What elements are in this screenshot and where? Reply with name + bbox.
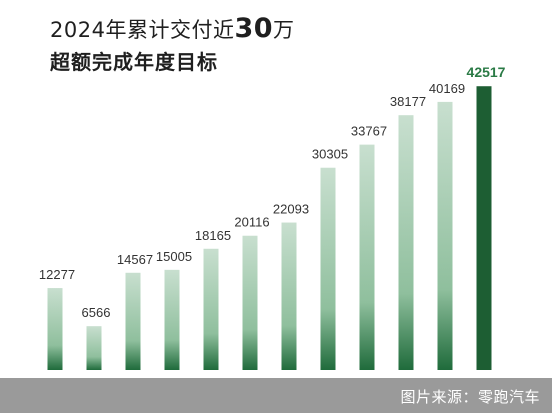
bar-1 [47, 288, 63, 370]
bar-2 [86, 326, 102, 370]
data-label-4: 15005 [156, 249, 192, 264]
bar-6 [242, 235, 258, 370]
bar-9 [359, 144, 375, 370]
footer-bar: 图片来源：零跑汽车 [0, 378, 552, 413]
data-label-5: 18165 [195, 228, 231, 243]
bar-11 [437, 101, 453, 371]
data-label-1: 12277 [39, 267, 75, 282]
bar-3 [125, 272, 141, 370]
data-label-10: 38177 [390, 94, 426, 109]
bar-7 [281, 222, 297, 370]
data-label-3: 14567 [117, 252, 153, 267]
data-label-7: 22093 [273, 202, 309, 217]
title-number: 30 [234, 13, 274, 44]
bar-12 [476, 86, 492, 370]
image-source-caption: 图片来源：零跑汽车 [400, 388, 540, 406]
chart-title: 2024年累计交付近30万 超额完成年度目标 [50, 14, 295, 77]
title-prefix: 2024年累计交付近 [50, 18, 235, 42]
bar-5 [203, 248, 219, 370]
data-label-6: 20116 [234, 215, 269, 230]
data-label-9: 33767 [351, 124, 387, 139]
data-label-8: 30305 [312, 147, 348, 162]
title-suffix: 万 [273, 18, 295, 42]
title-line-1: 2024年累计交付近30万 [50, 14, 295, 45]
bar-4 [164, 269, 180, 370]
data-label-12: 42517 [467, 64, 506, 80]
bar-10 [398, 115, 414, 370]
data-label-11: 40169 [429, 81, 465, 96]
bar-8 [320, 167, 336, 370]
title-line-2: 超额完成年度目标 [50, 50, 218, 74]
data-label-2: 6566 [82, 305, 111, 320]
